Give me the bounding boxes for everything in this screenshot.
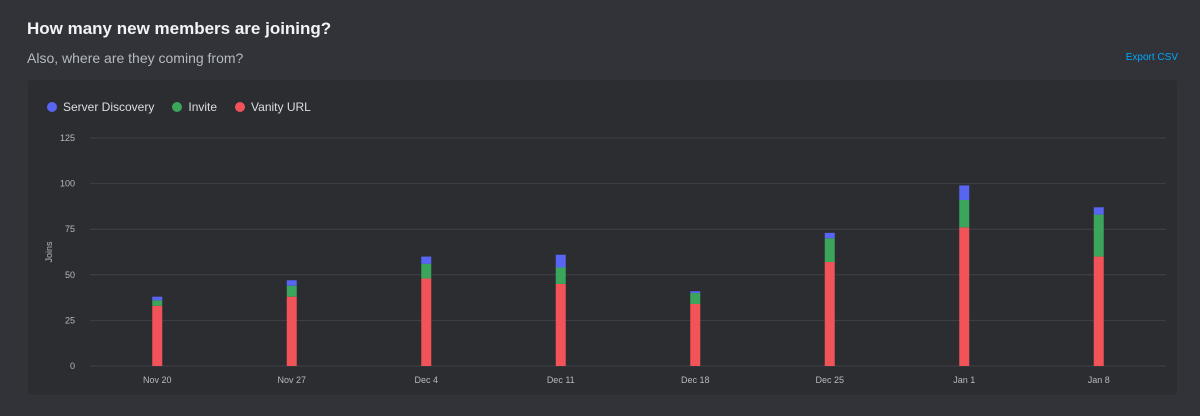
bar-server-discovery[interactable] (959, 185, 970, 201)
y-tick-label: 0 (70, 361, 75, 371)
server-discovery-swatch (47, 102, 57, 112)
bar-invite[interactable] (959, 200, 970, 228)
bar-vanity-url[interactable] (286, 296, 297, 366)
x-tick-label: Nov 27 (277, 375, 306, 385)
bar-vanity-url[interactable] (421, 278, 432, 366)
legend-item-server-discovery[interactable]: Server Discovery (47, 100, 154, 114)
bar-invite[interactable] (824, 238, 835, 263)
bar-vanity-url[interactable] (824, 262, 835, 366)
bar-invite[interactable] (690, 293, 701, 304)
legend-item-invite[interactable]: Invite (172, 100, 217, 114)
bar-vanity-url[interactable] (690, 303, 701, 366)
legend-item-vanity-url[interactable]: Vanity URL (235, 100, 311, 114)
y-axis-label: Joins (44, 241, 54, 263)
legend-label-vanity-url: Vanity URL (251, 100, 311, 114)
x-tick-label: Dec 25 (815, 375, 844, 385)
vanity-url-swatch (235, 102, 246, 112)
bar-server-discovery[interactable] (286, 280, 297, 286)
x-tick-label: Jan 8 (1088, 375, 1110, 385)
page-subtitle: Also, where are they coming from? (27, 50, 244, 66)
x-tick-label: Dec 11 (547, 375, 575, 385)
y-tick-label: 125 (60, 133, 75, 143)
bar-invite[interactable] (555, 267, 566, 284)
grid-lines (90, 137, 1166, 367)
bar-server-discovery[interactable] (555, 254, 566, 268)
bar-vanity-url[interactable] (959, 227, 970, 366)
bar-vanity-url[interactable] (555, 283, 566, 366)
legend-label-invite: Invite (188, 100, 218, 114)
bar-invite[interactable] (1093, 214, 1104, 257)
bar-server-discovery[interactable] (690, 291, 701, 294)
chart-panel: Server Discovery Invite Vanity URL 0 25 50… (28, 80, 1177, 395)
joins-chart: 0 25 50 75 100 125 Nov 20 Nov 27 Dec 4 Dec 11 Dec… (44, 133, 1166, 385)
bar-server-discovery[interactable] (824, 232, 835, 239)
x-axis-ticks: Nov 20 Nov 27 Dec 4 Dec 11 Dec 18 Dec 25 Jan 1… (143, 375, 1110, 385)
bar-vanity-url[interactable] (1093, 256, 1104, 366)
y-axis-ticks: 0 25 50 75 100 125 (60, 133, 75, 371)
bar-vanity-url[interactable] (152, 305, 163, 366)
y-tick-label: 100 (60, 179, 75, 189)
bar-server-discovery[interactable] (421, 256, 432, 264)
bar-invite[interactable] (152, 300, 163, 306)
y-tick-label: 25 (65, 315, 75, 325)
x-tick-label: Jan 1 (953, 375, 975, 385)
export-csv-link[interactable]: Export CSV (1125, 52, 1178, 63)
bar-invite[interactable] (286, 285, 297, 297)
y-tick-label: 50 (65, 270, 75, 280)
y-tick-label: 75 (65, 224, 75, 234)
x-tick-label: Nov 20 (143, 375, 172, 385)
x-tick-label: Dec 18 (681, 375, 710, 385)
bar-invite[interactable] (421, 263, 432, 279)
bar-server-discovery[interactable] (152, 296, 163, 301)
legend-label-server-discovery: Server Discovery (63, 100, 155, 114)
x-tick-label: Dec 4 (414, 375, 438, 385)
invite-swatch (172, 102, 183, 112)
chart-legend: Server Discovery Invite Vanity URL (47, 100, 311, 114)
bars (152, 185, 1104, 366)
page-title: How many new members are joining? (27, 19, 332, 38)
bar-server-discovery[interactable] (1093, 207, 1104, 215)
